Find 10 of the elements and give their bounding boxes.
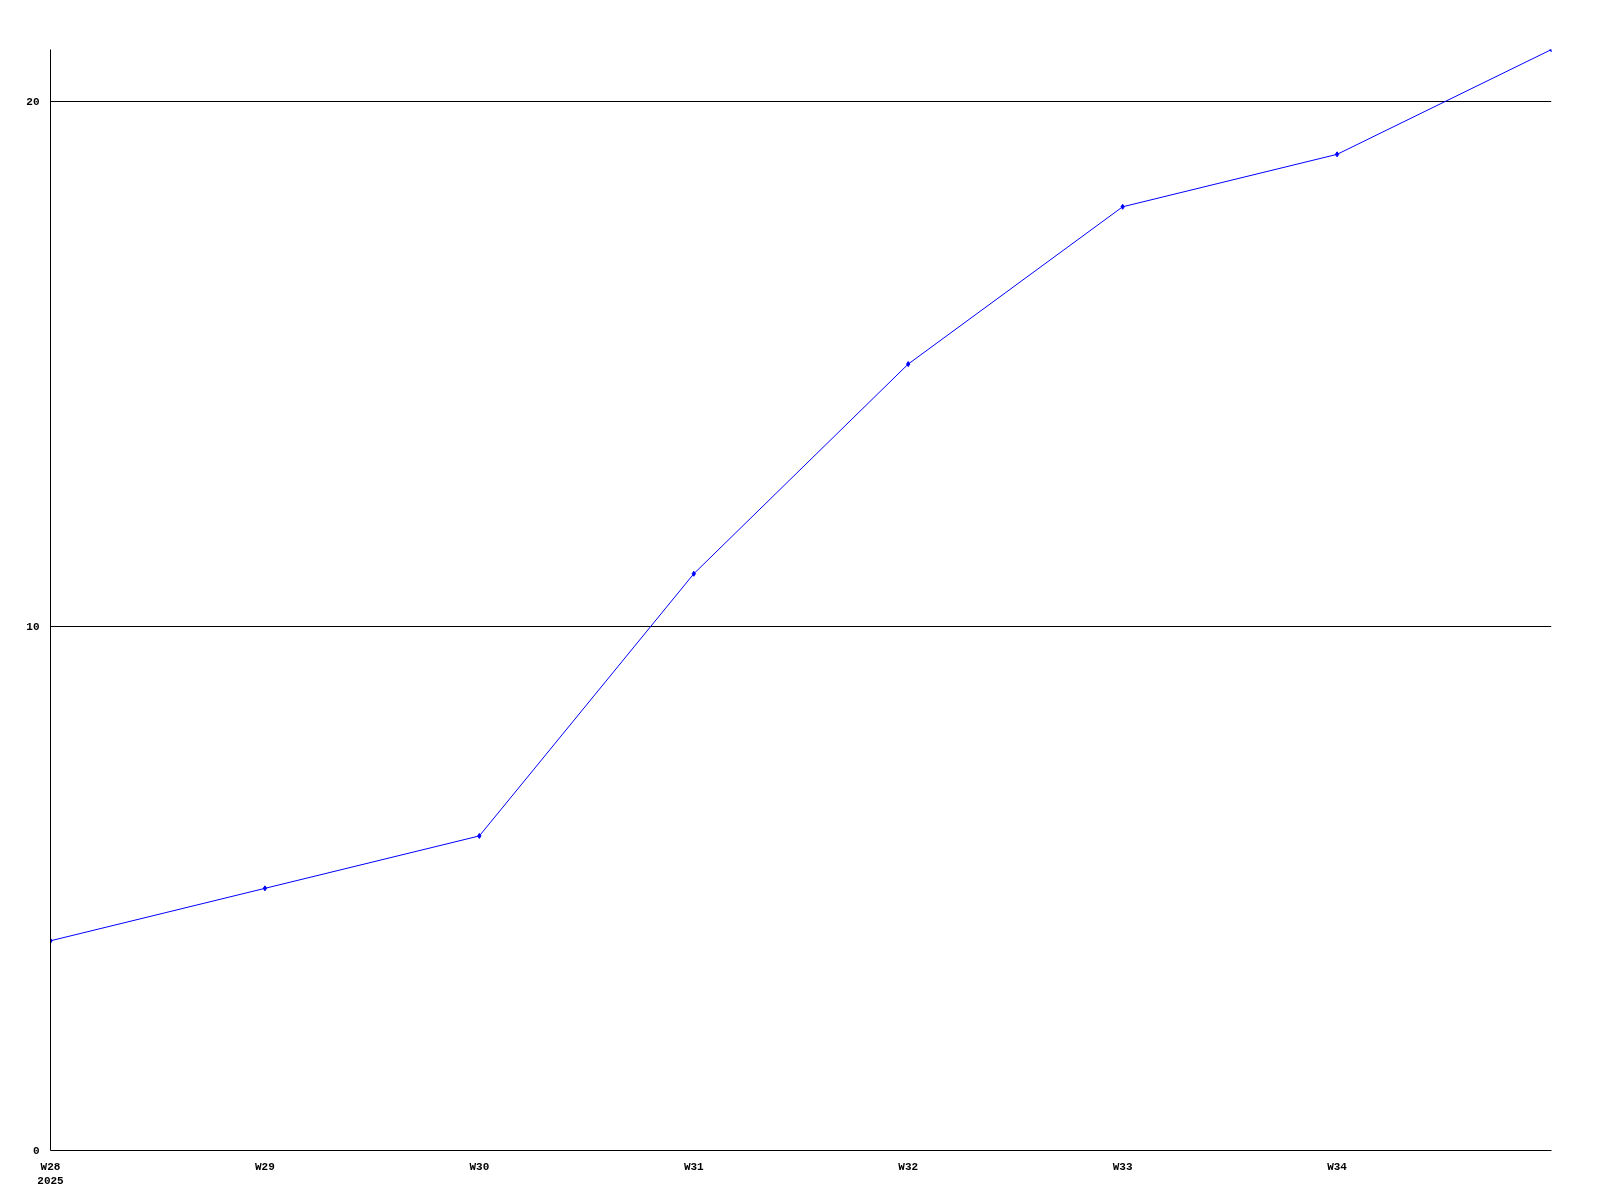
y-tick-label: 10 [26, 620, 40, 633]
x-tick-label: W32 [898, 1160, 919, 1173]
y-tick-label: 20 [26, 96, 40, 109]
x-tick-label: W28 2025 [37, 1160, 65, 1187]
x-tick-label: W33 [1112, 1160, 1133, 1173]
x-tick-label: W30 [469, 1160, 490, 1173]
x-tick-label: W34 [1327, 1160, 1348, 1173]
x-tick-label: W29 [255, 1160, 275, 1173]
y-tick-label: 0 [32, 1145, 40, 1157]
x-tick-label: W31 [683, 1160, 705, 1173]
